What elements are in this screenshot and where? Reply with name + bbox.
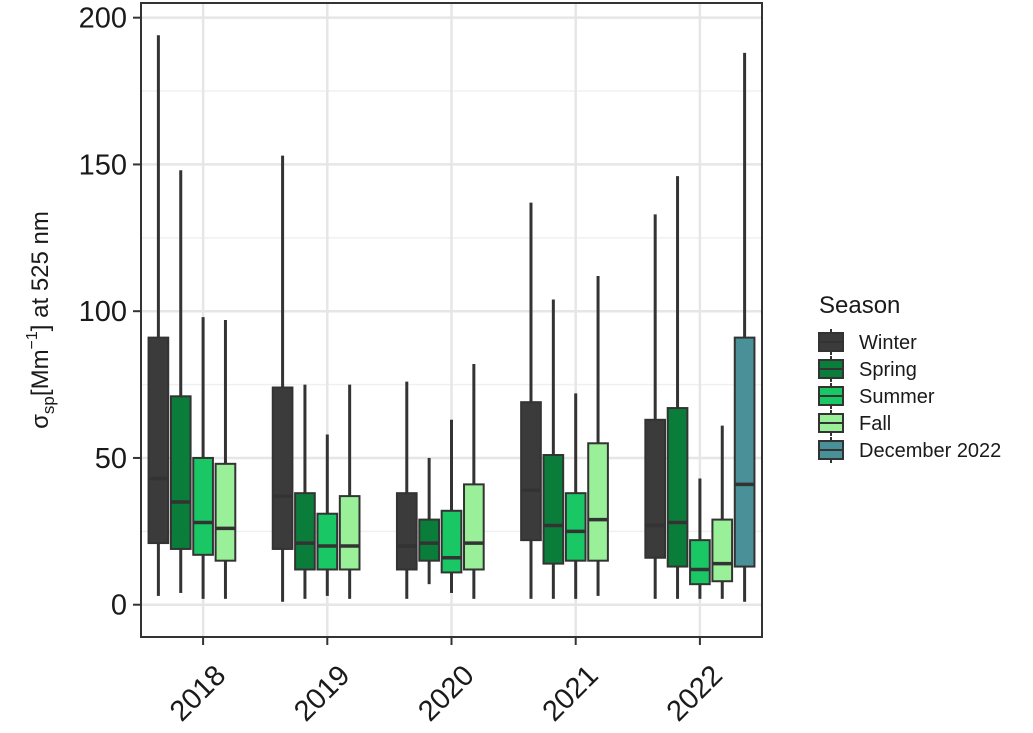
y-axis-label-symbol: σ — [27, 414, 54, 429]
box-series-group — [147, 35, 756, 602]
box-2018 — [169, 170, 192, 593]
y-axis-label-bracket: [Mm — [27, 349, 54, 396]
box-iqr — [418, 518, 440, 562]
box-iqr — [666, 407, 689, 568]
box-2022 — [644, 214, 667, 599]
major-gridlines — [141, 3, 762, 637]
legend-label: Winter — [859, 332, 917, 354]
box-iqr — [644, 418, 667, 559]
box-2019 — [316, 434, 339, 596]
box-2019 — [338, 384, 361, 599]
legend-label: Spring — [859, 359, 917, 381]
box-2018 — [192, 317, 214, 599]
box-iqr — [338, 495, 361, 571]
box-2021 — [520, 202, 542, 599]
series-fall — [214, 275, 734, 599]
box-iqr — [542, 454, 565, 565]
box-iqr — [316, 512, 339, 571]
box-iqr — [214, 462, 237, 562]
series-summer — [192, 317, 711, 599]
box-iqr — [587, 442, 609, 562]
legend-key-december-2022 — [818, 437, 844, 463]
box-iqr — [463, 483, 485, 571]
y-tick-label: 0 — [111, 590, 127, 622]
box-iqr — [733, 336, 756, 568]
box-2020 — [440, 419, 463, 593]
legend-label: Summer — [859, 386, 935, 408]
box-2019 — [294, 384, 316, 599]
y-axis-label-superscript: −1 — [24, 331, 41, 349]
box-iqr — [440, 509, 463, 574]
y-axis-label-rest: ] at 525 nm — [27, 211, 54, 331]
legend-key-summer — [818, 383, 844, 409]
box-iqr — [564, 492, 587, 562]
box-2022 — [666, 176, 689, 599]
box-2021 — [542, 299, 565, 599]
legend-key-spring — [818, 356, 844, 382]
series-spring — [169, 170, 689, 599]
y-tick-label: 50 — [95, 443, 127, 475]
box-iqr — [689, 539, 711, 586]
box-2022 — [711, 425, 734, 599]
series-december-2022 — [733, 52, 756, 602]
legend-key-winter — [818, 329, 844, 355]
box-2020 — [463, 364, 485, 599]
box-2018 — [147, 35, 170, 596]
box-iqr — [192, 456, 214, 556]
box-2021 — [587, 275, 609, 596]
box-iqr — [271, 386, 294, 550]
box-2022 — [689, 478, 711, 599]
box-iqr — [147, 336, 170, 545]
legend: Season Winter Spring Summer Fall December 20… — [818, 292, 1001, 463]
box-iqr — [169, 395, 192, 550]
box-2020 — [395, 381, 418, 599]
y-tick-label: 100 — [79, 296, 127, 328]
box-2019 — [271, 155, 294, 602]
box-iqr — [395, 492, 418, 571]
y-axis: 0 50 100 150 200 — [79, 3, 141, 622]
series-winter — [147, 35, 667, 602]
y-axis-label-subscript: sp — [39, 396, 58, 414]
y-axis-label: σsp[Mm−1] at 525 nm — [24, 211, 58, 429]
box-iqr — [711, 518, 734, 583]
y-tick-label: 200 — [79, 3, 127, 35]
legend-label: December 2022 — [859, 440, 1001, 462]
box-2021 — [564, 393, 587, 599]
legend-key-fall — [818, 410, 844, 436]
box-2018 — [214, 320, 237, 599]
box-iqr — [520, 401, 542, 542]
box-2022 — [733, 52, 756, 602]
box-iqr — [294, 492, 316, 571]
box-2020 — [418, 457, 440, 585]
legend-label: Fall — [859, 413, 891, 435]
legend-title: Season — [819, 292, 900, 319]
y-tick-label: 150 — [79, 149, 127, 181]
